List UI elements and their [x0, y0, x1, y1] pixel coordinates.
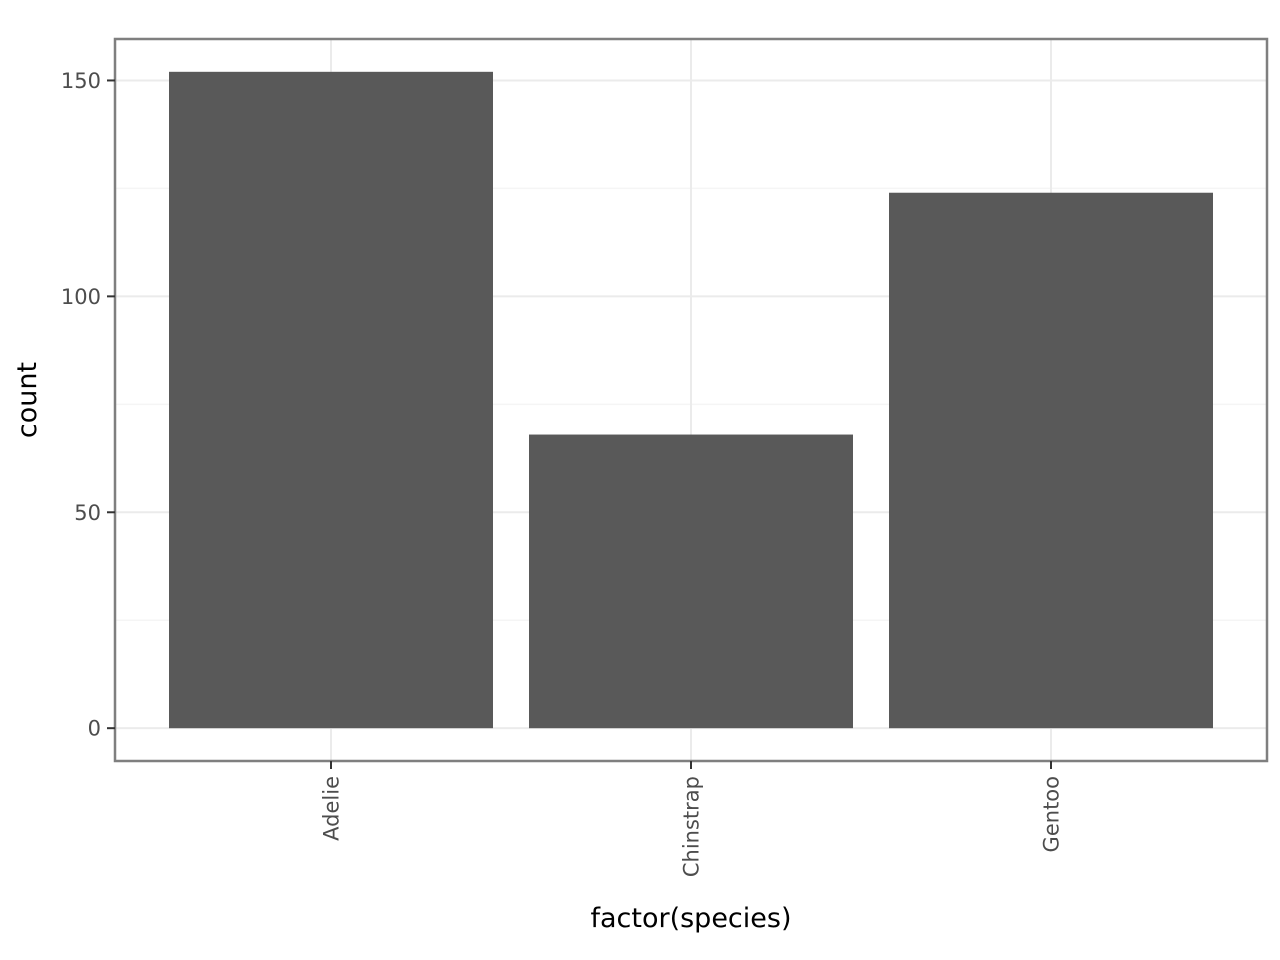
y-tick-label: 150 — [61, 69, 101, 93]
y-tick-label: 50 — [74, 501, 101, 525]
y-axis-ticks: 0 50 100 150 — [61, 69, 115, 741]
y-tick-label: 100 — [61, 285, 101, 309]
y-tick-label: 0 — [88, 717, 101, 741]
bar-gentoo — [889, 192, 1213, 729]
x-axis-title: factor(species) — [590, 903, 791, 934]
x-tick-label-chinstrap: Chinstrap — [680, 776, 704, 877]
bar-chinstrap — [529, 434, 853, 729]
x-axis-ticks: Adelie Chinstrap Gentoo — [320, 761, 1064, 877]
bars — [169, 71, 1213, 729]
x-tick-label-gentoo: Gentoo — [1040, 776, 1064, 852]
y-axis-title: count — [12, 362, 43, 438]
x-tick-label-adelie: Adelie — [320, 776, 344, 841]
bar-adelie — [169, 71, 493, 729]
